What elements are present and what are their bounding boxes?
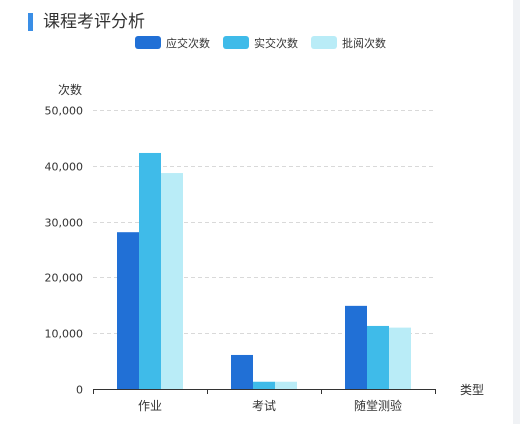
y-tick-label: 30,000 — [45, 217, 84, 230]
bar[interactable] — [389, 327, 411, 389]
legend-label: 批阅次数 — [342, 36, 386, 50]
y-tick-label: 0 — [76, 384, 83, 397]
chart-legend: 应交次数 实交次数 批阅次数 — [135, 36, 386, 50]
legend-item[interactable]: 应交次数 — [135, 36, 210, 50]
bar[interactable] — [275, 381, 297, 389]
panel-title: 课程考评分析 — [43, 12, 145, 32]
panel-header: 课程考评分析 — [28, 12, 145, 32]
x-tick-label: 作业 — [138, 399, 162, 413]
x-axis-label: 类型 — [460, 383, 484, 397]
bar[interactable] — [231, 354, 253, 389]
y-axis-label: 次数 — [58, 82, 82, 97]
title-accent-bar — [28, 13, 33, 31]
legend-item[interactable]: 实交次数 — [223, 36, 298, 50]
y-tick-label: 50,000 — [45, 105, 84, 118]
bar[interactable] — [253, 381, 275, 389]
legend-swatch — [311, 36, 337, 49]
x-tick-label: 随堂测验 — [354, 398, 402, 413]
y-axis-ticks: 0 10,000 20,000 30,000 40,000 50,000 — [45, 105, 84, 397]
bar[interactable] — [117, 232, 139, 389]
panel-edge — [513, 0, 520, 424]
y-tick-label: 40,000 — [45, 161, 84, 174]
legend-item[interactable]: 批阅次数 — [311, 36, 386, 50]
bar-series — [117, 152, 411, 389]
x-tick-label: 考试 — [252, 398, 276, 413]
y-tick-label: 20,000 — [45, 272, 84, 285]
bar[interactable] — [139, 152, 161, 389]
y-tick-label: 10,000 — [45, 328, 84, 341]
bar[interactable] — [367, 325, 389, 389]
legend-label: 实交次数 — [254, 36, 298, 50]
bar[interactable] — [345, 305, 367, 389]
legend-label: 应交次数 — [166, 36, 210, 50]
bar[interactable] — [161, 173, 183, 389]
legend-swatch — [223, 36, 249, 49]
x-axis-ticks: 作业 考试 随堂测验 — [93, 389, 436, 413]
legend-swatch — [135, 36, 161, 49]
